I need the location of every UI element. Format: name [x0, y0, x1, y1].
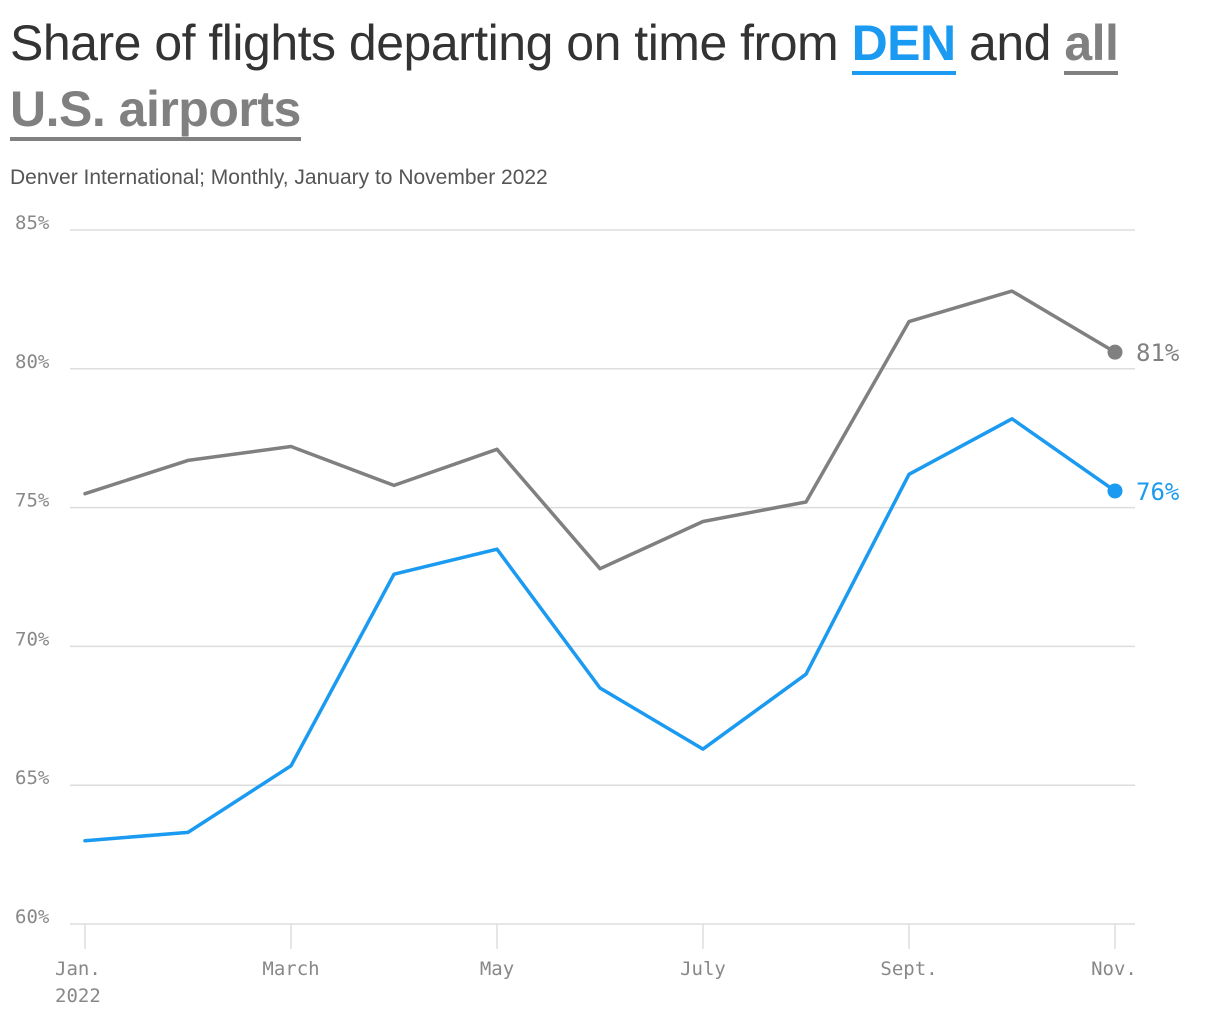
x-tick-label: Sept. [880, 958, 937, 980]
x-tick-label-line: March [262, 958, 319, 980]
chart-title: Share of flights departing on time from … [10, 10, 1205, 142]
x-tick-label: Jan. 2022 [55, 958, 101, 1007]
chart-subtitle: Denver International; Monthly, January t… [10, 166, 548, 189]
x-tick-label-line: July [680, 958, 726, 980]
x-tick-label-line: Nov. [1091, 958, 1137, 980]
x-tick-label: Nov. [1091, 958, 1137, 980]
x-tick-label-line: 2022 [55, 985, 101, 1007]
x-tick-label-line: May [480, 958, 514, 980]
x-tick-label-line: Sept. [880, 958, 937, 980]
end-label-den: 76% [1136, 478, 1180, 506]
end-point-den [1107, 483, 1123, 499]
x-tick-label: July [680, 958, 726, 980]
y-tick-label: 60% [15, 906, 50, 928]
y-tick-label: 75% [15, 490, 50, 512]
title-us-highlight: all U.S. airports [10, 15, 1119, 141]
end-label-us: 81% [1136, 339, 1180, 367]
series-line-den [83, 417, 1117, 843]
x-tick-label: March [262, 958, 319, 980]
y-tick-label: 65% [15, 767, 50, 789]
end-point-us [1107, 344, 1123, 360]
title-prefix: Share of flights departing on time from [10, 15, 852, 71]
y-tick-label: 85% [15, 212, 50, 234]
series-line-us [83, 289, 1117, 571]
y-tick-label: 70% [15, 628, 50, 650]
x-tick-label-line: Jan. [55, 958, 101, 980]
title-den-highlight: DEN [851, 15, 956, 75]
y-tick-label: 80% [15, 351, 50, 373]
x-tick-label: May [480, 958, 514, 980]
title-middle: and [955, 15, 1065, 71]
